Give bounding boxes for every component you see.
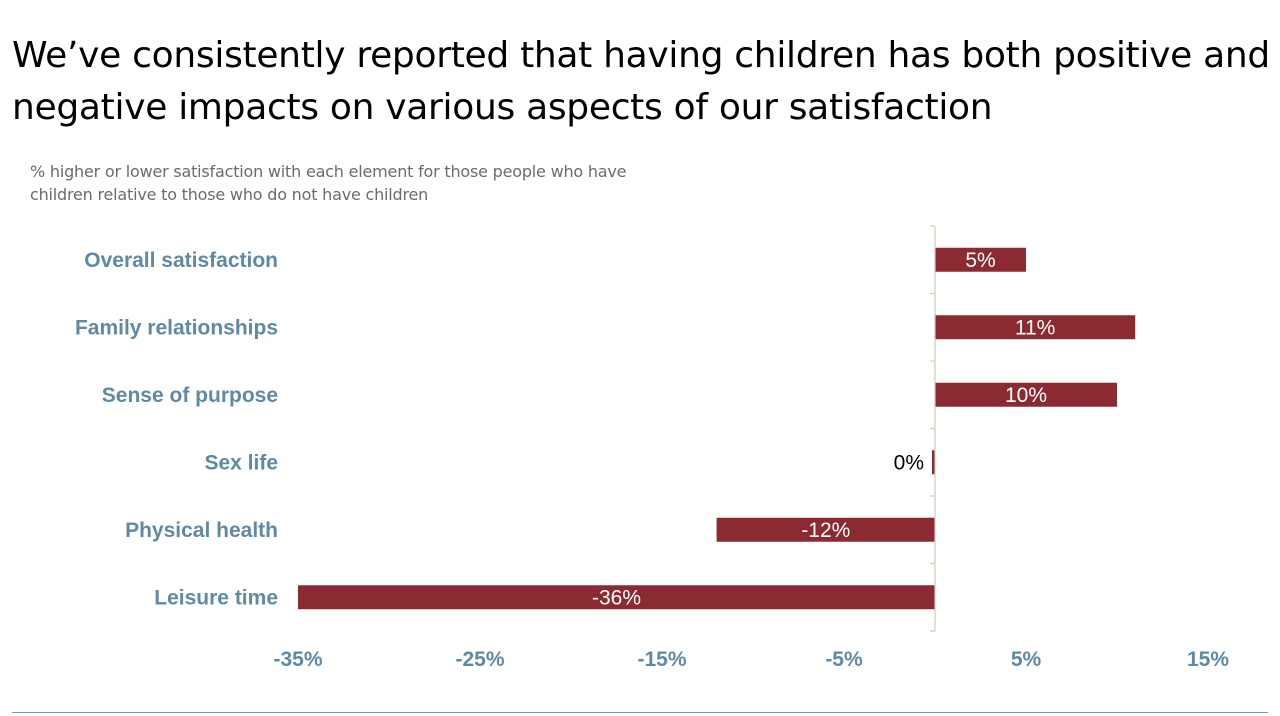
category-label: Leisure time (154, 586, 278, 609)
x-tick-label: -25% (455, 648, 504, 671)
page-title: We’ve consistently reported that having … (12, 35, 1270, 128)
category-label: Overall satisfaction (84, 249, 278, 272)
data-labels: 5% 11% 10% 0% -12% -36% (592, 249, 1055, 610)
category-label: Sense of purpose (102, 384, 278, 407)
category-labels: Overall satisfaction Family relationships… (75, 249, 278, 610)
x-tick-label: -35% (273, 648, 322, 671)
bar (298, 585, 935, 610)
x-tick-label: -5% (825, 648, 863, 671)
x-tick-label: -15% (637, 648, 686, 671)
data-label: -36% (592, 586, 641, 609)
bar (935, 315, 1136, 340)
data-label: -12% (801, 519, 850, 542)
bar (932, 450, 935, 475)
bar (935, 247, 1026, 272)
x-tick-label: 5% (1011, 648, 1042, 671)
footer-divider (12, 712, 1268, 713)
bar (716, 517, 935, 542)
category-label: Physical health (125, 519, 278, 542)
category-label: Family relationships (75, 316, 278, 339)
data-label: 5% (965, 249, 995, 272)
x-tick-label: 15% (1187, 648, 1229, 671)
data-label: 10% (1005, 384, 1047, 407)
tick-labels: -35% -25% -15% -5% 5% 15% (273, 648, 1229, 671)
category-label: Sex life (204, 451, 278, 474)
bar (935, 382, 1117, 407)
data-label: 0% (894, 451, 924, 474)
axis-group (930, 225, 936, 632)
bars-group (298, 247, 1136, 610)
data-label: 11% (1015, 316, 1055, 339)
chart-subtitle: % higher or lower satisfaction with each… (30, 162, 627, 204)
